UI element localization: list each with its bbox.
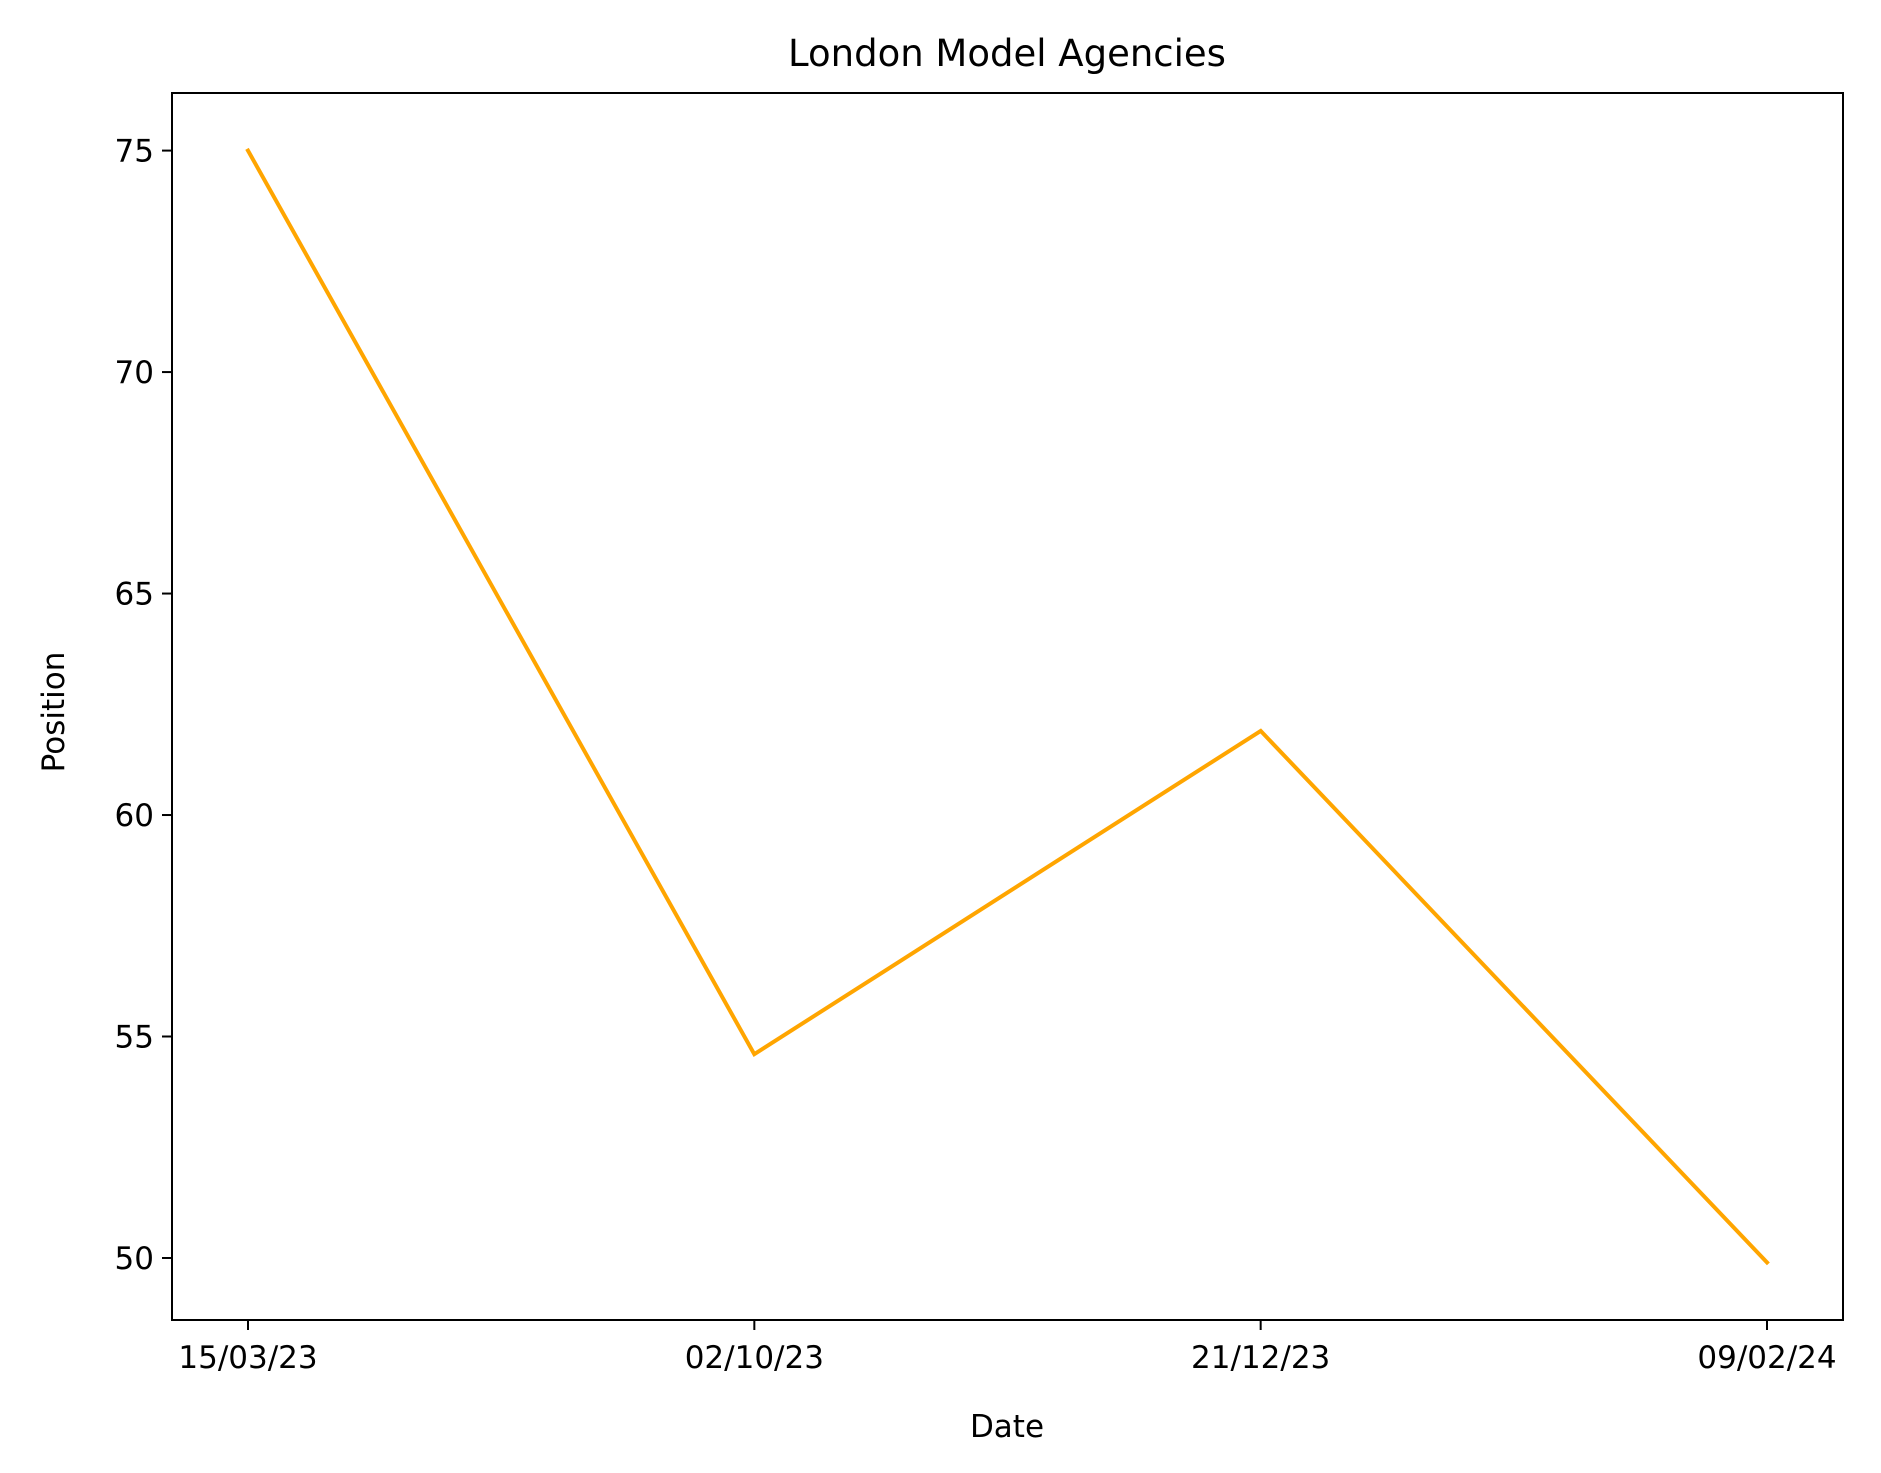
y-tick-label: 60 bbox=[115, 798, 154, 834]
x-tick-label: 02/10/23 bbox=[685, 1340, 824, 1376]
y-tick-label: 70 bbox=[115, 355, 154, 391]
x-tick-label: 21/12/23 bbox=[1191, 1340, 1330, 1376]
series-line bbox=[245, 147, 1770, 1266]
y-axis-label: Position bbox=[36, 652, 72, 773]
y-tick-label: 65 bbox=[115, 577, 154, 613]
x-axis: 15/03/23 02/10/23 21/12/23 09/02/24 bbox=[178, 1320, 1837, 1376]
y-axis: 50 55 60 65 70 75 bbox=[115, 134, 172, 1277]
y-tick-label: 50 bbox=[115, 1241, 154, 1277]
x-tick-label: 15/03/23 bbox=[178, 1340, 317, 1376]
y-tick-label: 75 bbox=[115, 134, 154, 170]
chart-title: London Model Agencies bbox=[788, 32, 1226, 75]
x-axis-label: Date bbox=[970, 1409, 1044, 1445]
y-tick-label: 55 bbox=[115, 1020, 154, 1056]
plot-frame bbox=[171, 92, 1844, 1321]
x-tick-label: 09/02/24 bbox=[1697, 1340, 1836, 1376]
